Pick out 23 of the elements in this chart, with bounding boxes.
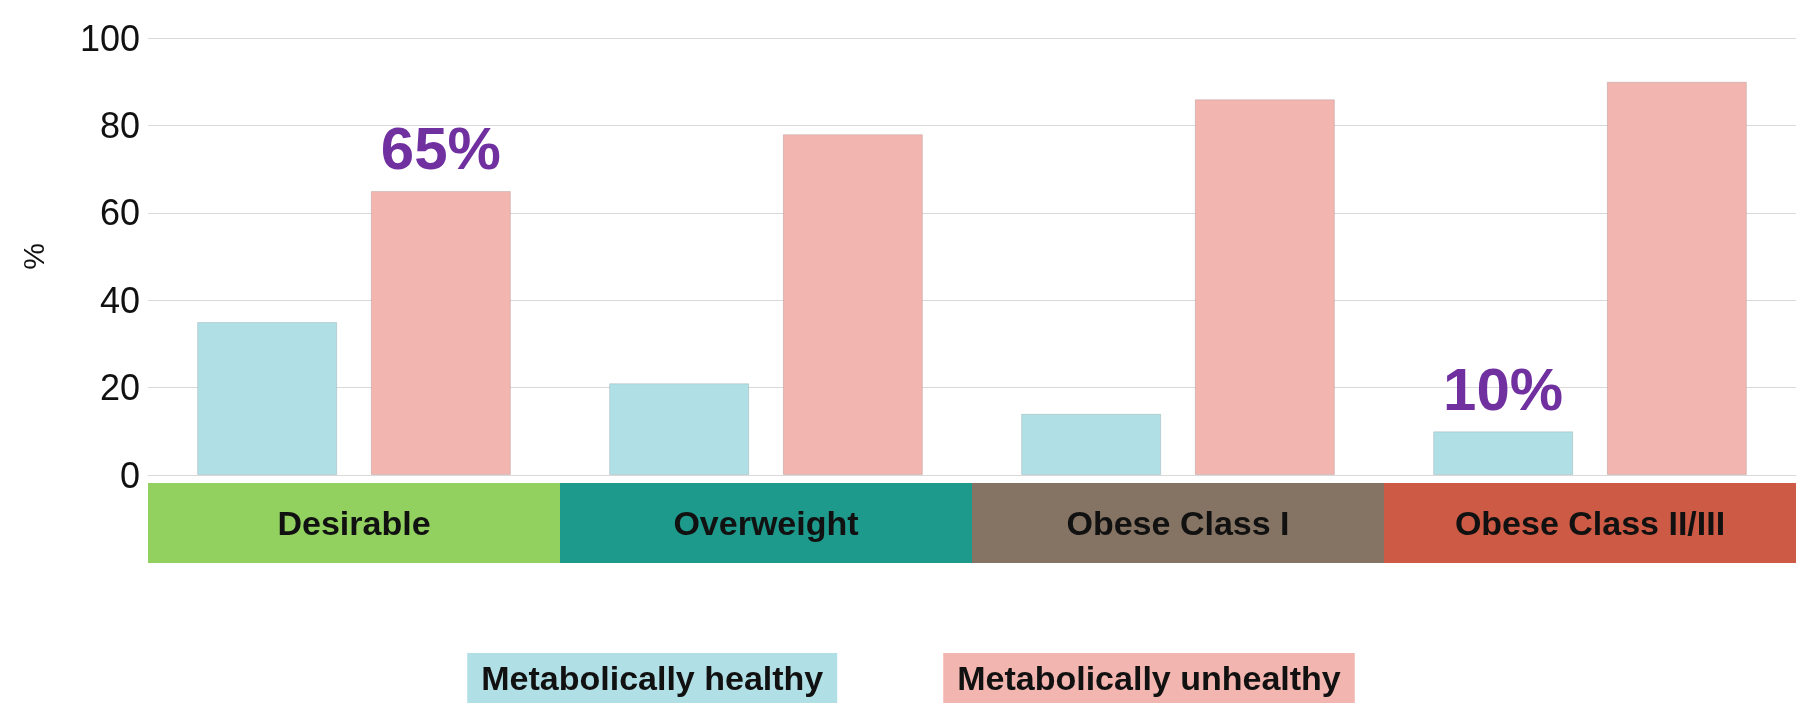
bar: [370, 190, 511, 475]
bar: [609, 383, 750, 475]
bar: [1194, 99, 1335, 475]
x-tick-label: Obese Class II/III: [1454, 504, 1726, 542]
bar: [197, 322, 338, 475]
data-label: 10%: [1443, 355, 1564, 423]
x-tick-label: Desirable: [277, 504, 431, 542]
text: Metabolically unhealthy: [957, 659, 1341, 697]
y-axis-title: %: [16, 243, 50, 270]
y-tick-label: 60: [99, 192, 140, 234]
bar: [1433, 431, 1574, 475]
y-tick-label: 40: [99, 279, 140, 321]
y-tick-label: 0: [119, 454, 140, 496]
y-tick-label: 100: [79, 17, 140, 59]
bar: [782, 134, 923, 475]
y-tick-label: 20: [99, 367, 140, 409]
y-tick-label: 80: [99, 104, 140, 146]
x-tick-label: Overweight: [673, 504, 859, 542]
x-tick-label: Obese Class I: [1066, 504, 1290, 542]
data-label: 65%: [380, 115, 501, 183]
bar: [1021, 413, 1162, 475]
text: Metabolically healthy: [481, 659, 824, 697]
bar: [1606, 81, 1747, 475]
